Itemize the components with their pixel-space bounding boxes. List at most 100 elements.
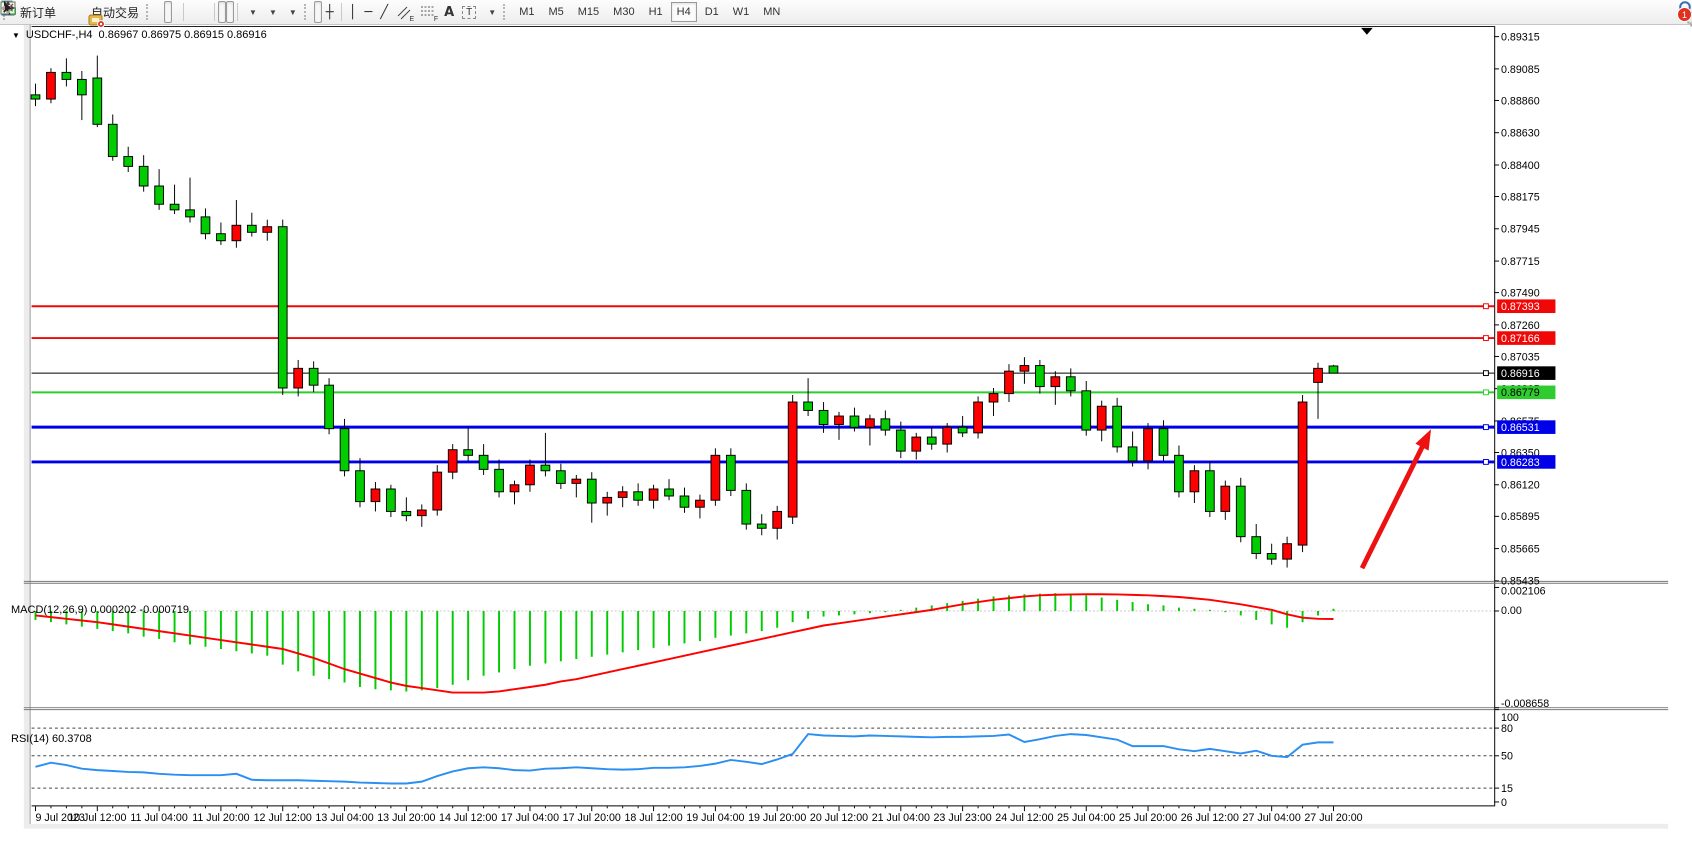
svg-text:0.89085: 0.89085 — [1501, 64, 1540, 76]
new-order-label: 新订单 — [20, 5, 57, 20]
macd-histogram — [34, 593, 1335, 692]
time-axis-label: 26 Jul 12:00 — [1181, 812, 1239, 824]
candle-body — [602, 496, 613, 504]
time-axis-label: 21 Jul 04:00 — [872, 812, 930, 824]
time-axis-label: 18 Jul 12:00 — [624, 812, 682, 824]
timeframe-button-m5[interactable]: M5 — [548, 6, 564, 18]
candle-body — [865, 418, 875, 428]
crosshair-button[interactable]: ┼ — [322, 1, 338, 23]
candle-body — [586, 478, 597, 504]
new-order-button[interactable]: 新订单 — [1, 0, 60, 23]
candle-body — [246, 224, 257, 233]
equidistant-channel-icon: E — [396, 4, 414, 23]
candle-body — [648, 488, 659, 501]
candle-body — [1297, 401, 1308, 546]
timeframe-button-m30[interactable]: M30 — [613, 6, 635, 18]
candle-body — [169, 203, 180, 211]
trendline-button[interactable]: ╱ — [376, 1, 392, 23]
fibonacci-button[interactable]: F — [416, 1, 440, 23]
candle-body — [277, 226, 288, 389]
zoom-in-button[interactable] — [1, 1, 195, 23]
candle-body — [772, 510, 783, 529]
candle-body — [1266, 553, 1277, 560]
candle-body — [1158, 428, 1169, 456]
candle-body — [76, 78, 87, 96]
arrows-button[interactable]: ▼ — [1, 1, 500, 23]
candle-body — [1174, 454, 1184, 493]
cursor-button[interactable] — [4, 1, 322, 23]
level-handle — [1483, 370, 1489, 377]
price-tag — [1497, 299, 1556, 314]
candle-body — [633, 491, 643, 501]
svg-text:15: 15 — [1501, 783, 1513, 795]
candle-body — [988, 393, 999, 403]
bar-chart-button[interactable] — [2, 1, 164, 23]
candle-body — [1189, 470, 1200, 493]
text-label-button[interactable]: T — [458, 1, 480, 23]
candle-body — [957, 426, 968, 434]
candle-body — [478, 454, 489, 470]
candle-body — [154, 185, 164, 205]
candle-body — [571, 478, 582, 484]
toolbar-separator — [237, 3, 239, 21]
candle-body — [1096, 405, 1107, 431]
profile-button[interactable] — [1, 1, 76, 23]
candle-body — [107, 123, 118, 158]
chart-shift-button[interactable] — [1, 1, 235, 23]
signal-button[interactable] — [1, 1, 84, 23]
timeframe-button-d1[interactable]: D1 — [704, 6, 719, 18]
tile-windows-button[interactable] — [1, 1, 211, 23]
candle-body — [308, 367, 319, 386]
symbol-dropdown-icon[interactable]: ▼ — [12, 30, 20, 40]
periods-button[interactable]: ▼ — [1, 1, 281, 23]
candle-body — [695, 499, 705, 508]
timeframe-button-w1[interactable]: W1 — [732, 6, 750, 18]
candle-body — [1050, 376, 1061, 388]
auto-trading-button[interactable]: 自动交易 — [84, 1, 143, 28]
horizontal-line-button[interactable]: ─ — [360, 1, 376, 23]
main-toolbar: 新订单 自动交易 — [0, 0, 1692, 28]
candle-body — [447, 449, 458, 473]
svg-text:0.88630: 0.88630 — [1501, 128, 1540, 140]
candle-body — [61, 71, 72, 80]
vertical-line-icon: │ — [348, 4, 357, 20]
indicators-button[interactable]: ▼ — [0, 1, 261, 23]
chart-canvas[interactable]: 0.89315 0.89085 0.88860 0.88630 0.88400 0.881… — [0, 24, 1692, 852]
vertical-line-button[interactable]: │ — [345, 1, 361, 23]
line-chart-button[interactable] — [0, 1, 180, 23]
toolbar-separator — [183, 3, 185, 21]
crosshair-icon: ┼ — [325, 4, 334, 20]
time-axis-label: 25 Jul 04:00 — [1057, 812, 1115, 824]
timeframe-button-h4[interactable]: H4 — [670, 2, 697, 22]
auto-scroll-button[interactable] — [1, 1, 227, 23]
candle-body — [525, 464, 535, 486]
candle-body — [432, 471, 443, 511]
candle-body — [386, 488, 396, 512]
candle-body — [1065, 376, 1076, 392]
candle-body — [911, 436, 922, 452]
candle-body — [679, 495, 690, 508]
candle-body — [1313, 367, 1323, 383]
candle-body — [725, 454, 736, 491]
time-axis-label: 13 Jul 20:00 — [377, 812, 435, 824]
candlestick-chart-button[interactable] — [2, 1, 173, 23]
chart-styler-button[interactable] — [1, 1, 68, 23]
candle-body — [92, 77, 103, 125]
trend-arrow-annotation — [1359, 429, 1432, 570]
time-axis-label: 23 Jul 23:00 — [934, 812, 992, 824]
text-button[interactable]: A — [440, 1, 458, 23]
templates-button[interactable]: ▼ — [0, 1, 301, 23]
svg-text:100: 100 — [1501, 712, 1519, 724]
timeframe-button-m15[interactable]: M15 — [577, 6, 600, 18]
indicators-caret-icon: ▼ — [249, 7, 257, 17]
equidistant-channel-button[interactable]: E — [392, 1, 416, 23]
zoom-out-button[interactable] — [1, 1, 203, 23]
candle-body — [741, 489, 752, 525]
templates-caret-icon: ▼ — [288, 7, 297, 17]
timeframe-button-h1[interactable]: H1 — [648, 6, 663, 18]
timeframe-button-mn[interactable]: MN — [763, 6, 781, 18]
timeframe-button-m1[interactable]: M1 — [519, 6, 535, 18]
candle-body — [185, 209, 195, 218]
